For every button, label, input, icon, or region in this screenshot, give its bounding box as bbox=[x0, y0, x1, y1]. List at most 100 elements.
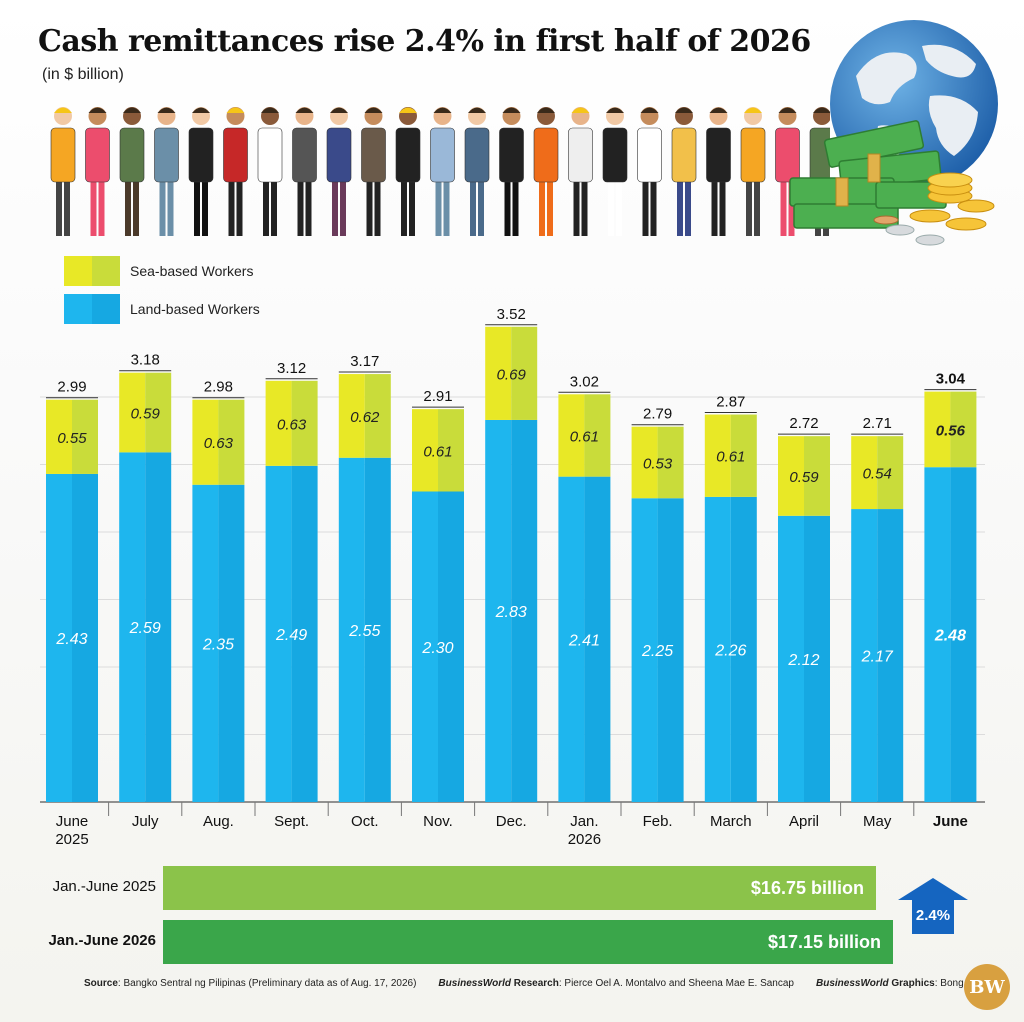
source-label: Source bbox=[84, 978, 118, 989]
total-row-2026: Jan.-June 2026 $17.15 billion bbox=[0, 920, 900, 964]
bar-sea bbox=[338, 374, 365, 458]
legend-swatch-land bbox=[64, 294, 120, 324]
worker-leg bbox=[56, 178, 62, 236]
data-label-land: 2.83 bbox=[495, 604, 527, 621]
research-text: : Pierce Oel A. Montalvo and Sheena Mae … bbox=[558, 978, 794, 989]
total-bar-2025: $16.75 billion bbox=[163, 866, 876, 910]
worker-hair bbox=[54, 107, 72, 113]
worker-hair bbox=[606, 107, 624, 113]
bar-sea-shade bbox=[145, 372, 172, 453]
worker-hair bbox=[261, 107, 279, 113]
worker-figure bbox=[119, 107, 145, 236]
bar-land bbox=[412, 491, 438, 802]
bar-land bbox=[558, 476, 585, 802]
bar-land-shade bbox=[218, 484, 245, 802]
worker-hair bbox=[88, 107, 107, 113]
worker-figure bbox=[706, 107, 731, 236]
worker-leg bbox=[194, 178, 200, 236]
worker-leg bbox=[608, 178, 614, 236]
remittance-stacked-bar-chart: 2.430.552.99June20252.590.593.18July2.35… bbox=[40, 306, 985, 848]
worker-body bbox=[257, 127, 283, 183]
bar-sea-shade bbox=[657, 426, 684, 499]
data-label-land: 2.26 bbox=[714, 642, 746, 659]
worker-body bbox=[637, 127, 662, 183]
worker-hair bbox=[709, 107, 728, 113]
worker-body bbox=[740, 127, 766, 183]
bar-land-shade bbox=[511, 419, 538, 802]
research-brand: BusinessWorld bbox=[438, 978, 512, 989]
data-label-sea: 0.53 bbox=[643, 455, 673, 472]
worker-body bbox=[499, 127, 524, 183]
data-label-sea: 0.59 bbox=[131, 406, 161, 423]
bar-land bbox=[631, 498, 658, 802]
data-label-total: 3.52 bbox=[497, 306, 526, 323]
bar-sea bbox=[704, 414, 731, 497]
worker-leg bbox=[677, 178, 683, 236]
worker-leg bbox=[64, 178, 70, 236]
graphics-label: Graphics bbox=[888, 978, 935, 989]
bar-land-shade bbox=[950, 467, 977, 802]
worker-leg bbox=[90, 178, 97, 236]
worker-body bbox=[292, 127, 317, 183]
worker-leg bbox=[297, 178, 304, 236]
worker-body bbox=[50, 127, 76, 183]
x-tick-label: June bbox=[933, 813, 968, 830]
data-label-sea: 0.62 bbox=[350, 409, 380, 426]
worker-leg bbox=[125, 178, 131, 236]
bar-sea-shade bbox=[804, 436, 830, 516]
worker-leg bbox=[788, 178, 795, 236]
x-tick-label: Sept. bbox=[274, 813, 309, 830]
bar-sea-shade bbox=[218, 399, 245, 485]
worker-leg bbox=[478, 178, 484, 236]
businessworld-logo: BW bbox=[964, 964, 1010, 1010]
worker-hair bbox=[571, 107, 590, 113]
bar-sea bbox=[46, 399, 72, 474]
worker-figure bbox=[637, 107, 662, 236]
data-label-sea: 0.69 bbox=[497, 366, 527, 383]
bar-land bbox=[265, 465, 292, 802]
worker-leg bbox=[746, 178, 752, 236]
bar-land-shade bbox=[145, 452, 172, 802]
data-label-land: 2.55 bbox=[348, 623, 380, 640]
data-label-total: 3.02 bbox=[570, 373, 599, 390]
x-tick-label: Jan. bbox=[570, 813, 598, 830]
bar-land bbox=[119, 452, 146, 802]
bar-land bbox=[338, 457, 365, 802]
legend-swatch-sea bbox=[64, 256, 120, 286]
bar-sea-shade bbox=[584, 394, 611, 477]
worker-hair bbox=[399, 107, 417, 113]
data-label-land: 2.30 bbox=[421, 640, 453, 657]
bar-sea-shade bbox=[950, 391, 977, 468]
x-tick-label: April bbox=[789, 813, 819, 830]
total-bar-2026: $17.15 billion bbox=[163, 920, 893, 964]
worker-body bbox=[706, 127, 731, 183]
worker-body bbox=[775, 127, 800, 183]
worker-leg bbox=[202, 178, 208, 236]
worker-figure bbox=[326, 107, 352, 236]
graphics-brand: BusinessWorld bbox=[816, 978, 889, 989]
worker-figure bbox=[188, 107, 214, 236]
worker-leg bbox=[685, 178, 691, 236]
worker-body bbox=[188, 127, 214, 183]
bar-land-shade bbox=[291, 465, 318, 802]
data-label-total: 3.12 bbox=[277, 360, 306, 377]
worker-leg bbox=[616, 178, 622, 236]
bar-sea-shade bbox=[72, 399, 98, 474]
bar-land-shade bbox=[584, 476, 611, 802]
data-label-total: 2.72 bbox=[789, 415, 818, 432]
worker-hair bbox=[192, 107, 210, 113]
bar-sea bbox=[631, 426, 658, 499]
data-label-total: 2.87 bbox=[716, 394, 745, 411]
data-label-land: 2.41 bbox=[568, 632, 600, 649]
worker-hair bbox=[813, 107, 830, 113]
data-label-total: 2.71 bbox=[863, 415, 892, 432]
chart-title: Cash remittances rise 2.4% in first half… bbox=[38, 24, 811, 59]
worker-leg bbox=[539, 178, 545, 236]
data-label-land: 2.17 bbox=[861, 649, 894, 666]
worker-leg bbox=[340, 178, 346, 236]
worker-leg bbox=[159, 178, 166, 236]
worker-hair bbox=[502, 107, 521, 113]
data-label-sea: 0.54 bbox=[863, 466, 892, 483]
data-label-land: 2.48 bbox=[934, 628, 966, 645]
worker-hair bbox=[468, 107, 486, 113]
